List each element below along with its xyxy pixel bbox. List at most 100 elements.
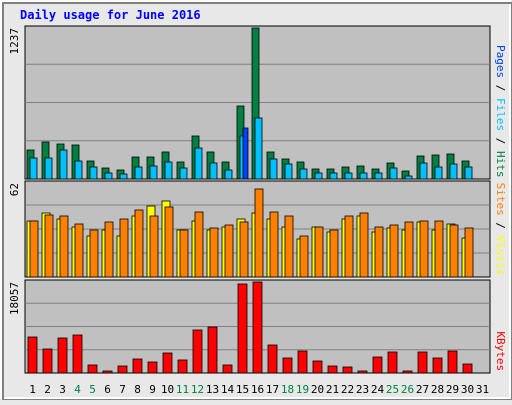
bar-files-day-19 xyxy=(299,168,308,180)
bar-sites-day-10 xyxy=(164,206,174,278)
bar-sites-day-29 xyxy=(449,224,459,278)
bar-files-day-6 xyxy=(104,172,113,180)
bar-kbytes-day-14 xyxy=(222,364,233,374)
y-max-label: 1237 xyxy=(8,28,21,55)
legend-separator: / xyxy=(494,216,507,236)
bar-kbytes-day-19 xyxy=(297,350,308,374)
chart-title: Daily usage for June 2016 xyxy=(20,8,201,22)
bar-sites-day-19 xyxy=(299,235,309,278)
bar-kbytes-day-10 xyxy=(162,352,173,374)
bar-files-day-28 xyxy=(434,166,443,180)
bar-sites-day-5 xyxy=(89,229,99,278)
bar-sites-day-2 xyxy=(44,214,54,278)
legend-kbytes: KBytes xyxy=(494,331,507,371)
x-tick-label: 24 xyxy=(371,383,385,396)
x-tick-label: 30 xyxy=(461,383,474,396)
x-tick-label: 3 xyxy=(59,383,66,396)
bar-files-day-1 xyxy=(29,157,38,180)
bar-kbytes-day-25 xyxy=(387,351,398,374)
bar-files-day-23 xyxy=(359,172,368,180)
bar-kbytes-day-3 xyxy=(57,337,68,374)
x-tick-label: 16 xyxy=(251,383,264,396)
right-legend-label: Sites / Visits xyxy=(494,183,507,276)
legend-visits: Visits xyxy=(494,236,507,276)
x-tick-label: 13 xyxy=(206,383,219,396)
x-tick-label: 4 xyxy=(74,383,81,396)
bar-files-day-13 xyxy=(209,162,218,180)
bar-files-day-8 xyxy=(134,166,143,180)
bar-kbytes-day-26 xyxy=(402,370,413,374)
bar-sites-day-23 xyxy=(359,212,369,278)
bar-sites-day-25 xyxy=(389,224,399,278)
right-legend-label: Pages / Files / Hits xyxy=(494,45,507,178)
bar-kbytes-day-9 xyxy=(147,361,158,374)
bar-sites-day-26 xyxy=(404,221,414,278)
panel-3: 18057 KBytes xyxy=(8,279,507,374)
bar-kbytes-day-17 xyxy=(267,344,278,374)
bar-sites-day-11 xyxy=(179,229,189,278)
legend-separator: / xyxy=(494,78,507,98)
x-tick-label: 31 xyxy=(476,383,489,396)
y-max-label: 62 xyxy=(8,183,21,196)
x-tick-label: 28 xyxy=(431,383,444,396)
bar-files-day-7 xyxy=(119,173,128,180)
bar-sites-day-28 xyxy=(434,220,444,278)
bar-files-day-5 xyxy=(89,166,98,180)
bar-kbytes-day-23 xyxy=(357,370,368,374)
bar-kbytes-day-4 xyxy=(72,334,83,374)
bar-kbytes-day-1 xyxy=(27,336,38,374)
x-tick-label: 8 xyxy=(134,383,141,396)
legend-separator: / xyxy=(494,131,507,151)
bar-files-day-11 xyxy=(179,167,188,180)
bar-sites-day-20 xyxy=(314,226,324,278)
x-tick-label: 17 xyxy=(266,383,279,396)
bar-files-day-17 xyxy=(269,158,278,180)
x-tick-label: 26 xyxy=(401,383,414,396)
x-tick-label: 23 xyxy=(356,383,369,396)
bar-kbytes-day-6 xyxy=(102,370,113,374)
bar-files-day-27 xyxy=(419,162,428,180)
bar-files-day-14 xyxy=(224,169,233,180)
bar-kbytes-day-5 xyxy=(87,364,98,374)
bar-sites-day-21 xyxy=(329,229,339,278)
bar-sites-day-9 xyxy=(149,215,159,278)
bar-sites-day-13 xyxy=(209,227,219,278)
legend-files: Files xyxy=(494,98,507,131)
bar-kbytes-day-28 xyxy=(432,357,443,374)
x-tick-label: 14 xyxy=(221,383,235,396)
bar-kbytes-day-13 xyxy=(207,326,218,374)
bar-kbytes-day-8 xyxy=(132,358,143,374)
bar-kbytes-day-21 xyxy=(327,365,338,374)
bar-sites-day-3 xyxy=(59,215,69,278)
x-tick-label: 1 xyxy=(29,383,36,396)
bar-files-day-2 xyxy=(44,157,53,180)
bar-sites-day-17 xyxy=(269,211,279,278)
bar-kbytes-day-27 xyxy=(417,351,428,374)
bar-sites-day-16 xyxy=(254,188,264,278)
bar-kbytes-day-12 xyxy=(192,329,203,374)
bar-kbytes-day-18 xyxy=(282,357,293,374)
bar-kbytes-day-2 xyxy=(42,348,53,374)
x-tick-label: 6 xyxy=(104,383,111,396)
bar-sites-day-8 xyxy=(134,209,144,278)
bar-files-day-9 xyxy=(149,165,158,180)
bar-files-day-30 xyxy=(464,166,473,180)
bar-files-day-24 xyxy=(374,172,383,180)
bar-files-day-26 xyxy=(404,175,413,180)
bar-kbytes-day-11 xyxy=(177,359,188,374)
bar-kbytes-day-7 xyxy=(117,365,128,374)
x-tick-label: 25 xyxy=(386,383,399,396)
panel-2: 62 Sites / Visits xyxy=(8,180,507,278)
bar-kbytes-day-20 xyxy=(312,360,323,374)
x-tick-label: 5 xyxy=(89,383,96,396)
bar-sites-day-4 xyxy=(74,223,84,278)
bar-sites-day-27 xyxy=(419,220,429,278)
bar-kbytes-day-24 xyxy=(372,356,383,374)
bar-files-day-18 xyxy=(284,163,293,180)
x-tick-label: 2 xyxy=(44,383,51,396)
bar-sites-day-1 xyxy=(29,220,39,278)
bar-sites-day-12 xyxy=(194,211,204,278)
x-tick-label: 21 xyxy=(326,383,339,396)
bar-files-day-3 xyxy=(59,149,68,180)
